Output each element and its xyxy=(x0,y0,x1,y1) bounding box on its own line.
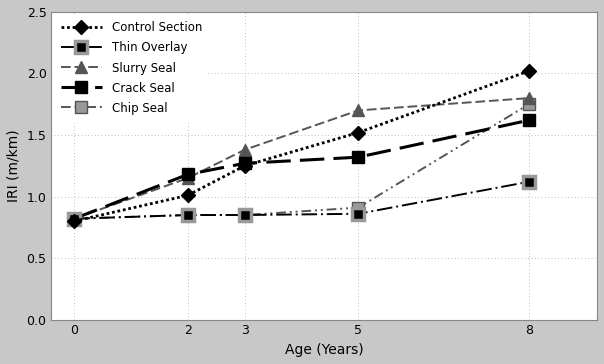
Control Section xyxy=(355,130,362,135)
Slurry Seal xyxy=(71,217,78,221)
Slurry Seal xyxy=(184,176,191,180)
Slurry Seal xyxy=(241,148,248,152)
Control Section xyxy=(241,163,248,168)
Line: Slurry Seal: Slurry Seal xyxy=(68,92,535,224)
Crack Seal xyxy=(71,217,78,221)
Line: Crack Seal: Crack Seal xyxy=(68,115,535,224)
X-axis label: Age (Years): Age (Years) xyxy=(285,343,364,357)
Chip Seal xyxy=(355,205,362,210)
Thin Overlay xyxy=(241,213,248,217)
Thin Overlay xyxy=(525,179,533,184)
Crack Seal xyxy=(355,155,362,159)
Y-axis label: IRI (m/km): IRI (m/km) xyxy=(7,130,21,202)
Thin Overlay xyxy=(184,213,191,217)
Control Section xyxy=(71,219,78,223)
Legend: Control Section, Thin Overlay, Slurry Seal, Crack Seal, Chip Seal: Control Section, Thin Overlay, Slurry Se… xyxy=(55,16,208,120)
Crack Seal xyxy=(184,172,191,177)
Control Section xyxy=(525,69,533,73)
Chip Seal xyxy=(184,213,191,217)
Chip Seal xyxy=(71,217,78,221)
Thin Overlay xyxy=(355,211,362,216)
Chip Seal xyxy=(525,102,533,106)
Thin Overlay xyxy=(71,217,78,221)
Slurry Seal xyxy=(525,96,533,100)
Line: Chip Seal: Chip Seal xyxy=(68,99,535,224)
Line: Thin Overlay: Thin Overlay xyxy=(68,176,535,224)
Control Section xyxy=(184,193,191,198)
Crack Seal xyxy=(525,118,533,122)
Line: Control Section: Control Section xyxy=(69,66,534,226)
Chip Seal xyxy=(241,213,248,217)
Slurry Seal xyxy=(355,108,362,112)
Crack Seal xyxy=(241,161,248,166)
